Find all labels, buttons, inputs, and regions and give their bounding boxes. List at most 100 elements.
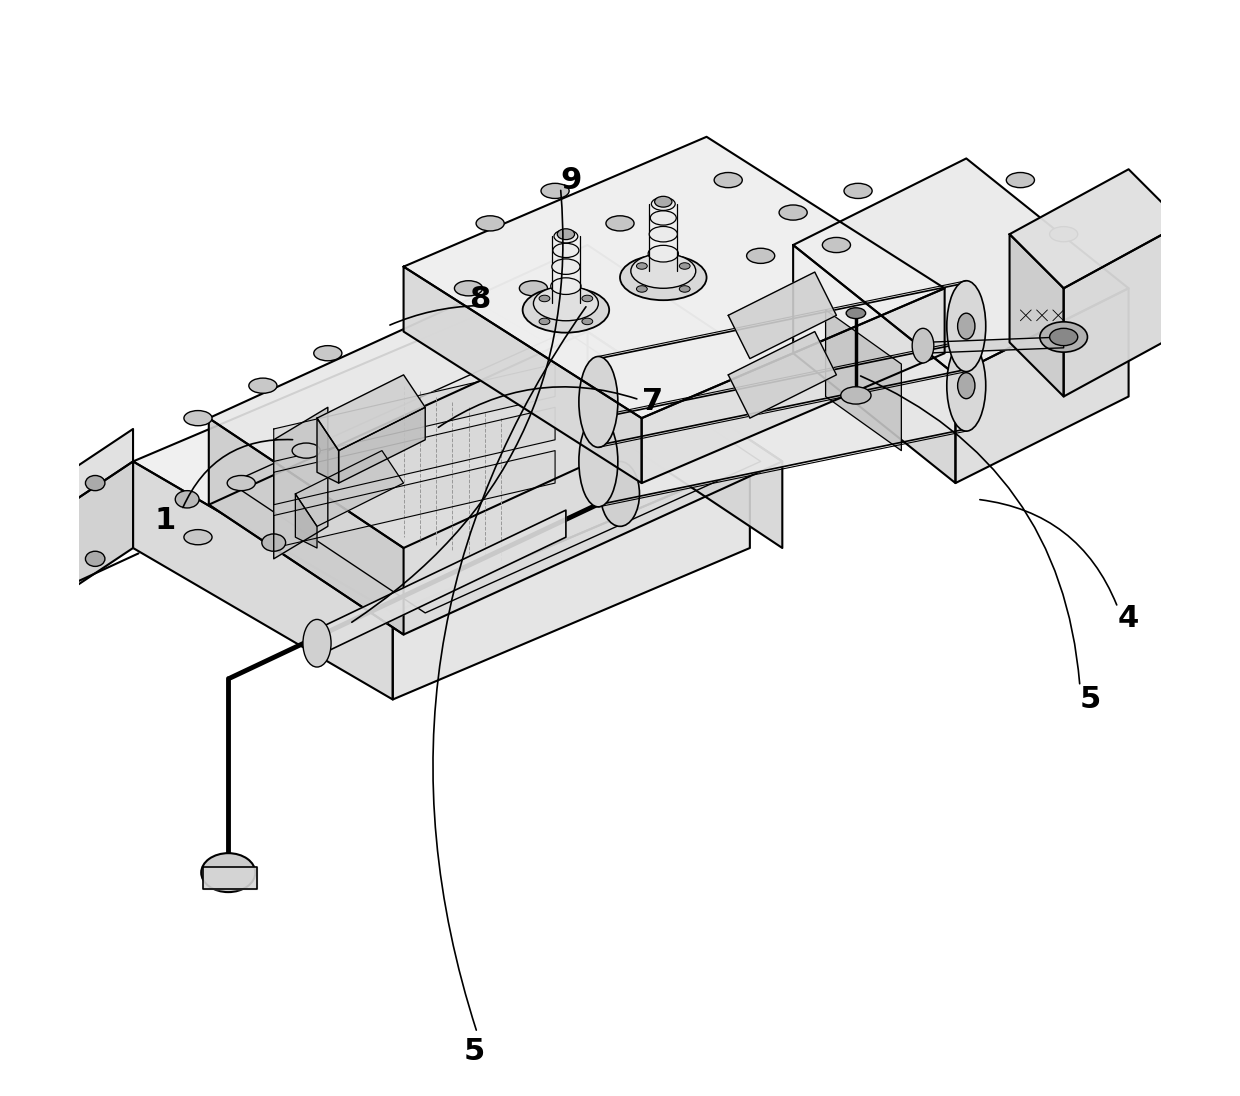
Ellipse shape [680, 263, 691, 270]
Polygon shape [339, 408, 425, 483]
Ellipse shape [227, 476, 255, 491]
Polygon shape [317, 419, 339, 483]
Ellipse shape [184, 411, 212, 425]
Text: 4: 4 [1118, 604, 1140, 632]
Ellipse shape [841, 387, 870, 404]
Polygon shape [1064, 224, 1183, 397]
Polygon shape [599, 283, 966, 445]
Ellipse shape [650, 210, 676, 225]
Polygon shape [393, 461, 750, 699]
Ellipse shape [636, 263, 647, 270]
Ellipse shape [844, 183, 872, 198]
Text: 7: 7 [642, 387, 663, 416]
Text: 9: 9 [560, 165, 582, 195]
Text: 8: 8 [469, 285, 490, 313]
Polygon shape [203, 867, 258, 889]
Polygon shape [133, 461, 393, 699]
Ellipse shape [649, 246, 678, 262]
Polygon shape [956, 288, 1128, 483]
Ellipse shape [913, 329, 934, 363]
Ellipse shape [1007, 172, 1034, 187]
Ellipse shape [631, 253, 696, 288]
Polygon shape [317, 375, 425, 450]
Polygon shape [923, 336, 1064, 353]
Ellipse shape [650, 227, 677, 242]
Polygon shape [274, 450, 556, 548]
Polygon shape [403, 137, 945, 419]
Polygon shape [403, 266, 641, 483]
Polygon shape [208, 332, 782, 635]
Polygon shape [133, 310, 750, 613]
Polygon shape [599, 342, 966, 505]
Ellipse shape [86, 476, 105, 491]
Ellipse shape [314, 345, 342, 361]
Ellipse shape [454, 281, 482, 296]
Ellipse shape [822, 238, 851, 252]
Ellipse shape [533, 286, 599, 321]
Ellipse shape [184, 529, 212, 545]
Ellipse shape [86, 551, 105, 567]
Ellipse shape [636, 286, 647, 293]
Polygon shape [728, 332, 837, 419]
Polygon shape [641, 288, 945, 483]
Ellipse shape [541, 183, 569, 198]
Ellipse shape [553, 243, 579, 258]
Polygon shape [588, 332, 782, 548]
Ellipse shape [1049, 227, 1078, 242]
Ellipse shape [249, 378, 277, 393]
Text: 1: 1 [155, 506, 176, 536]
Ellipse shape [620, 254, 707, 300]
Ellipse shape [714, 172, 743, 187]
Ellipse shape [522, 287, 609, 333]
Text: 5: 5 [1080, 685, 1101, 713]
Ellipse shape [303, 619, 331, 667]
Ellipse shape [557, 229, 574, 240]
Polygon shape [794, 159, 1128, 375]
Ellipse shape [1040, 322, 1087, 352]
Ellipse shape [957, 313, 975, 339]
Polygon shape [728, 272, 837, 358]
Ellipse shape [539, 318, 549, 324]
Ellipse shape [957, 373, 975, 399]
Polygon shape [826, 310, 901, 450]
Ellipse shape [680, 286, 691, 293]
Polygon shape [274, 408, 327, 559]
Ellipse shape [846, 308, 866, 319]
Ellipse shape [175, 491, 200, 507]
Ellipse shape [947, 340, 986, 431]
Ellipse shape [539, 295, 549, 301]
Polygon shape [295, 450, 403, 526]
Polygon shape [274, 408, 556, 505]
Polygon shape [208, 419, 403, 635]
Ellipse shape [1049, 329, 1078, 345]
Ellipse shape [293, 443, 320, 458]
Polygon shape [1009, 235, 1064, 397]
Polygon shape [208, 246, 782, 548]
Ellipse shape [600, 461, 640, 526]
Polygon shape [317, 510, 565, 657]
Ellipse shape [579, 416, 618, 506]
Ellipse shape [746, 249, 775, 263]
Ellipse shape [582, 295, 593, 301]
Ellipse shape [947, 281, 986, 372]
Ellipse shape [579, 356, 618, 447]
Ellipse shape [520, 281, 548, 296]
Ellipse shape [552, 259, 580, 274]
Ellipse shape [779, 205, 807, 220]
Polygon shape [1009, 169, 1183, 288]
Ellipse shape [655, 196, 672, 207]
Ellipse shape [554, 230, 578, 243]
Ellipse shape [262, 534, 285, 551]
Polygon shape [295, 494, 317, 548]
Polygon shape [68, 461, 133, 591]
Ellipse shape [606, 216, 634, 231]
Ellipse shape [651, 197, 676, 210]
Ellipse shape [476, 216, 505, 231]
Ellipse shape [582, 318, 593, 324]
Ellipse shape [551, 277, 582, 295]
Polygon shape [231, 332, 760, 613]
Text: 5: 5 [464, 1037, 485, 1065]
Polygon shape [68, 429, 133, 505]
Ellipse shape [201, 853, 255, 892]
Polygon shape [794, 246, 956, 483]
